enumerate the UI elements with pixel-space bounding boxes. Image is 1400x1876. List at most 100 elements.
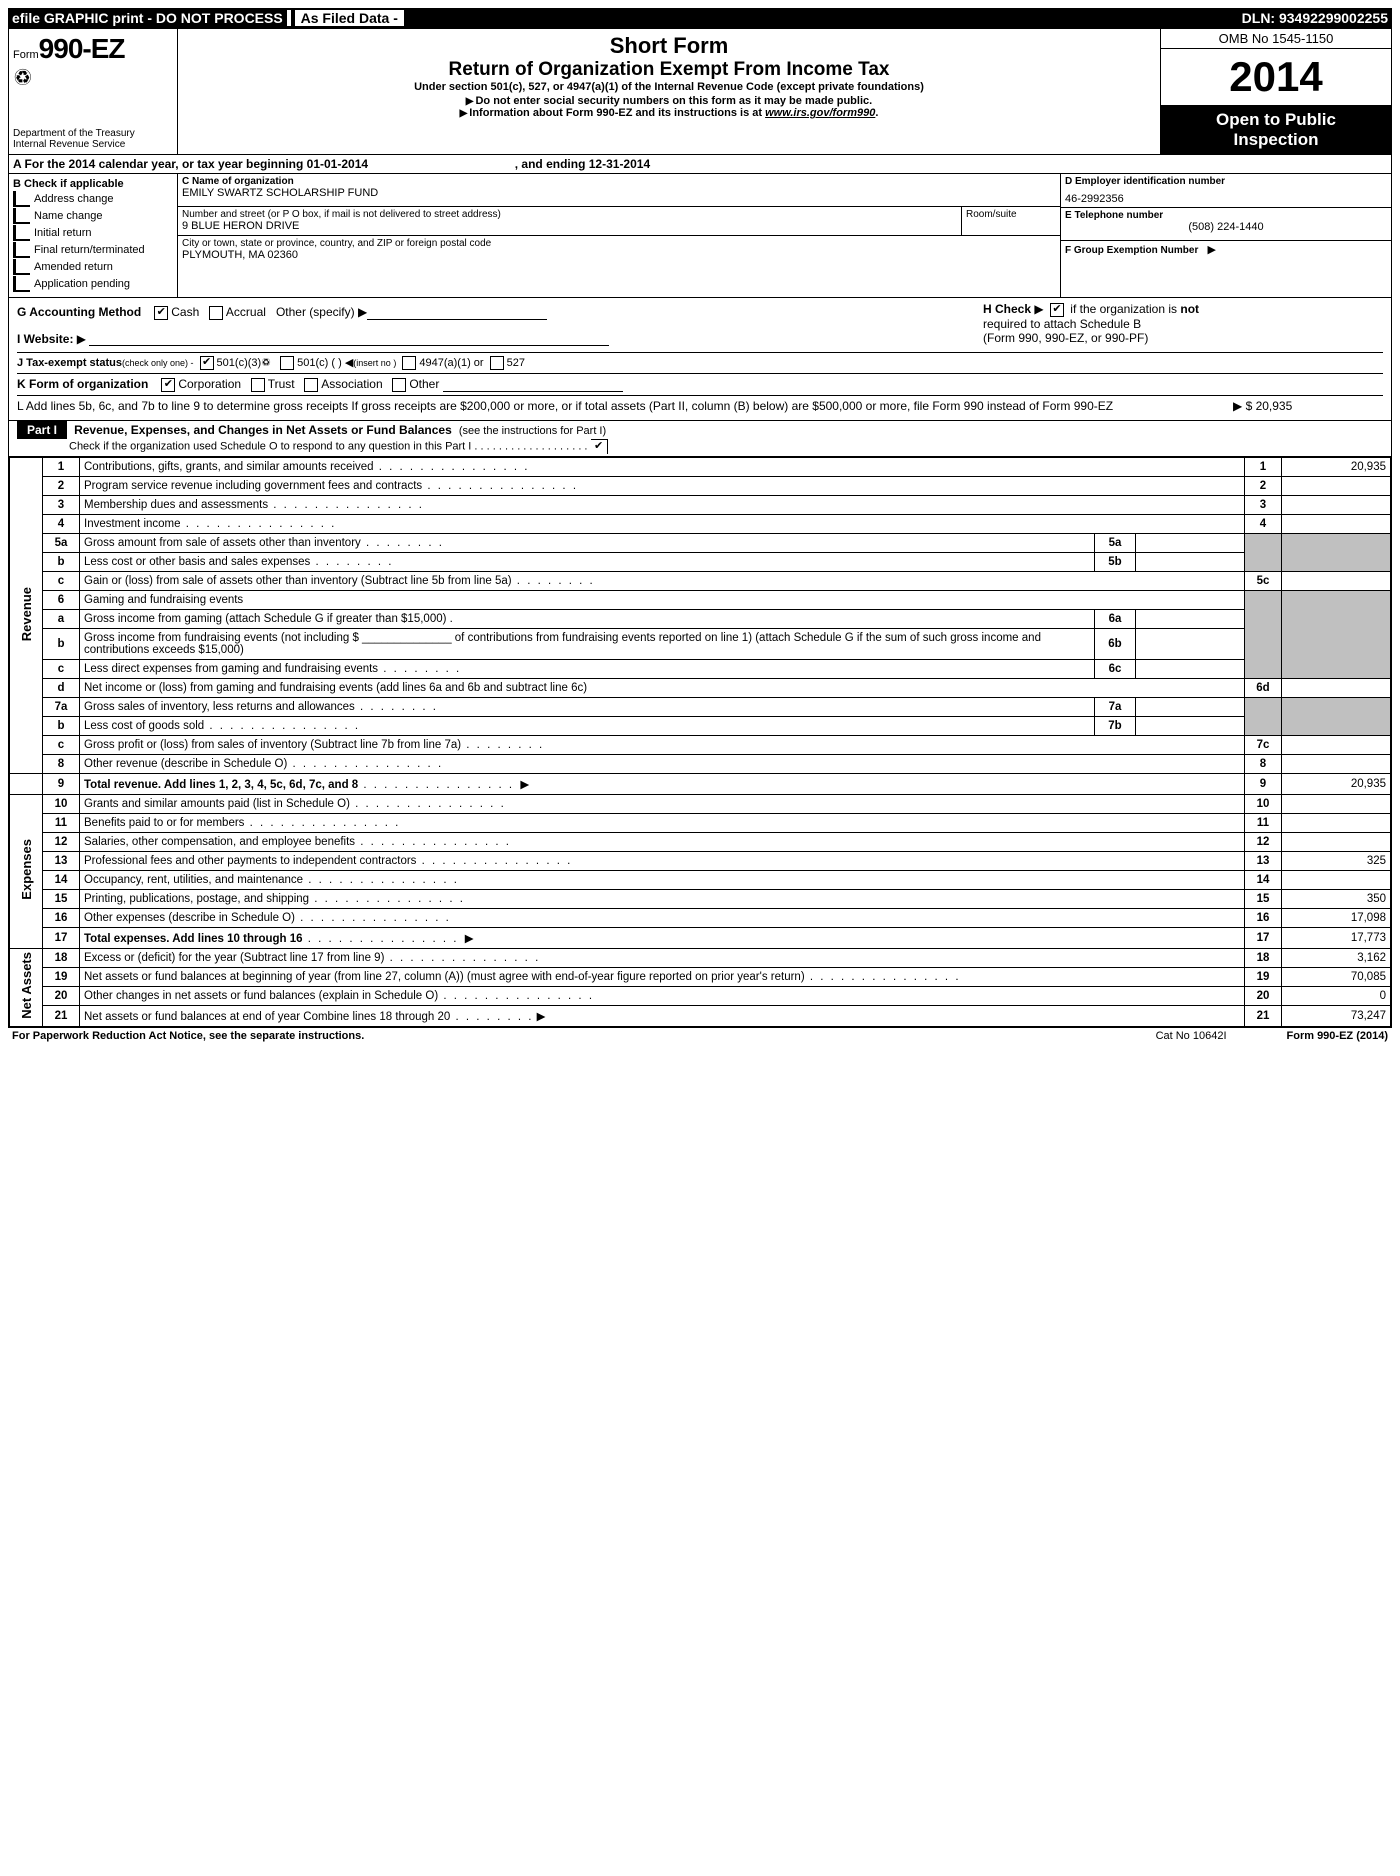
g-label: G Accounting Method <box>17 305 141 319</box>
d-val: 46-2992356 <box>1065 187 1387 205</box>
d-lbl: D Employer identification number <box>1065 176 1387 187</box>
r7b-d: Less cost of goods sold <box>84 720 360 732</box>
form-number: 990-EZ <box>39 33 125 64</box>
revenue-vlabel: Revenue <box>10 457 43 773</box>
r5a-sn: 5a <box>1095 533 1136 552</box>
r5c-n: c <box>43 571 80 590</box>
i-website-field[interactable] <box>89 333 609 346</box>
e-lbl: E Telephone number <box>1065 210 1387 221</box>
chk-other[interactable] <box>392 378 406 392</box>
r7a-d: Gross sales of inventory, less returns a… <box>84 701 438 713</box>
chk-final-return[interactable] <box>13 242 30 258</box>
r1-n: 1 <box>43 457 80 476</box>
r8-n: 8 <box>43 754 80 773</box>
r19-d: Net assets or fund balances at beginning… <box>84 971 961 983</box>
r6b-sn: 6b <box>1095 628 1136 659</box>
chk-accrual[interactable] <box>209 306 223 320</box>
chk-cash[interactable]: ✔ <box>154 306 168 320</box>
c-street-lbl: Number and street (or P O box, if mail i… <box>182 209 957 220</box>
chk-527[interactable] <box>490 356 504 370</box>
r6d-n: d <box>43 678 80 697</box>
short-form: Short Form <box>186 33 1152 59</box>
r6c-d: Less direct expenses from gaming and fun… <box>84 663 461 675</box>
r14-d: Occupancy, rent, utilities, and maintena… <box>84 874 459 886</box>
header-block: Form990-EZ ♽ Department of the Treasury … <box>9 29 1391 155</box>
r10-rn: 10 <box>1245 794 1282 813</box>
row-a: A For the 2014 calendar year, or tax yea… <box>9 155 1391 174</box>
r17-rn: 17 <box>1245 927 1282 948</box>
r16-n: 16 <box>43 908 80 927</box>
c-city-lbl: City or town, state or province, country… <box>182 238 1056 249</box>
j-label: J Tax-exempt status <box>17 357 122 369</box>
r1-d: Contributions, gifts, grants, and simila… <box>84 461 529 473</box>
j-o2: 501(c) ( ) <box>297 357 342 369</box>
r11-d: Benefits paid to or for members <box>84 817 400 829</box>
c-name-val: EMILY SWARTZ SCHOLARSHIP FUND <box>182 187 1056 199</box>
r5a-d: Gross amount from sale of assets other t… <box>84 537 444 549</box>
j-o4: 527 <box>507 357 525 369</box>
b-opt-0: Address change <box>34 193 114 205</box>
part1-header-row: Part I Revenue, Expenses, and Changes in… <box>9 420 1391 457</box>
k-other-field[interactable] <box>443 379 623 392</box>
r2-n: 2 <box>43 476 80 495</box>
r10-n: 10 <box>43 794 80 813</box>
form-body: Form990-EZ ♽ Department of the Treasury … <box>8 28 1392 1028</box>
g-other: Other (specify) <box>276 305 355 319</box>
r6a-n: a <box>43 609 80 628</box>
r3-rn: 3 <box>1245 495 1282 514</box>
r6a-sn: 6a <box>1095 609 1136 628</box>
r4-rn: 4 <box>1245 514 1282 533</box>
r7a-sn: 7a <box>1095 697 1136 716</box>
info-link[interactable]: www.irs.gov/form990 <box>765 107 875 119</box>
tax-year: 2014 <box>1161 49 1391 106</box>
r13-rn: 13 <box>1245 851 1282 870</box>
chk-501c[interactable] <box>280 356 294 370</box>
c-room-lbl: Room/suite <box>966 209 1056 220</box>
r6b-sa <box>1136 628 1245 659</box>
r5b-sa <box>1136 552 1245 571</box>
r11-rn: 11 <box>1245 813 1282 832</box>
chk-4947[interactable] <box>402 356 416 370</box>
j-o1: 501(c)(3) <box>217 357 262 369</box>
r17-a: 17,773 <box>1282 927 1391 948</box>
r18-a: 3,162 <box>1282 948 1391 967</box>
chk-corp[interactable]: ✔ <box>161 378 175 392</box>
r5a-sa <box>1136 533 1245 552</box>
r15-a: 350 <box>1282 889 1391 908</box>
chk-trust[interactable] <box>251 378 265 392</box>
part1-sub: Check if the organization used Schedule … <box>69 440 588 452</box>
chk-application-pending[interactable] <box>13 276 30 292</box>
r1-a: 20,935 <box>1282 457 1391 476</box>
r5c-a <box>1282 571 1391 590</box>
header-mid: Short Form Return of Organization Exempt… <box>178 29 1161 154</box>
r21-n: 21 <box>43 1005 80 1026</box>
r20-n: 20 <box>43 986 80 1005</box>
part1-check[interactable]: ✔ <box>591 439 608 454</box>
r3-d: Membership dues and assessments <box>84 499 424 511</box>
r20-a: 0 <box>1282 986 1391 1005</box>
r19-rn: 19 <box>1245 967 1282 986</box>
g-other-field[interactable] <box>367 307 547 320</box>
chk-501c3[interactable]: ✔ <box>200 356 214 370</box>
h-label-b: if the organization is <box>1070 302 1177 316</box>
chk-name-change[interactable] <box>13 208 30 224</box>
open-public-1: Open to Public <box>1163 110 1389 130</box>
col-b: B Check if applicable Address change Nam… <box>9 174 178 297</box>
l-text: L Add lines 5b, 6c, and 7b to line 9 to … <box>17 399 1233 413</box>
chk-assoc[interactable] <box>304 378 318 392</box>
netassets-vlabel: Net Assets <box>10 948 43 1026</box>
col-c: C Name of organization EMILY SWARTZ SCHO… <box>178 174 1061 297</box>
chk-h[interactable]: ✔ <box>1050 303 1064 317</box>
r7c-d: Gross profit or (loss) from sales of inv… <box>84 739 544 751</box>
chk-amended-return[interactable] <box>13 259 30 275</box>
r7c-rn: 7c <box>1245 735 1282 754</box>
chk-initial-return[interactable] <box>13 225 30 241</box>
dept-treasury: Department of the Treasury <box>13 128 173 139</box>
r5b-d: Less cost or other basis and sales expen… <box>84 556 393 568</box>
r13-d: Professional fees and other payments to … <box>84 855 572 867</box>
r9-d: Total revenue. Add lines 1, 2, 3, 4, 5c,… <box>84 779 358 791</box>
r16-d: Other expenses (describe in Schedule O) <box>84 912 451 924</box>
h-not: not <box>1180 302 1199 316</box>
r6d-a <box>1282 678 1391 697</box>
chk-address-change[interactable] <box>13 191 30 207</box>
